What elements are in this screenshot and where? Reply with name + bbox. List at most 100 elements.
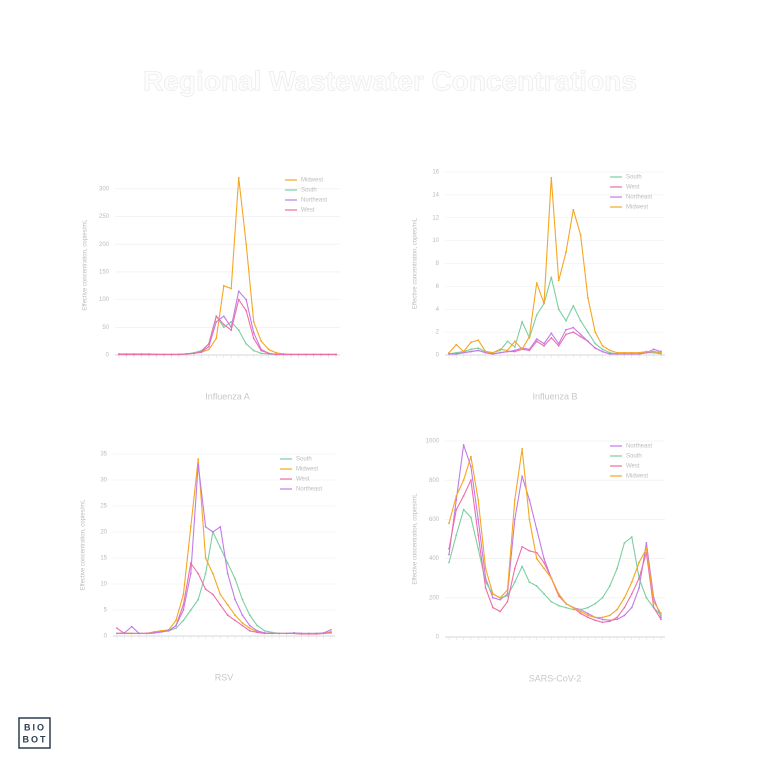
data-point [260, 340, 263, 343]
y-tick-label: 150 [99, 270, 110, 276]
y-tick-label: 400 [429, 556, 440, 562]
data-point [528, 335, 531, 338]
data-point [455, 352, 458, 355]
y-tick-label: 2 [436, 330, 440, 336]
data-point [226, 572, 229, 575]
data-point [484, 567, 487, 570]
data-point [528, 498, 531, 501]
data-point [601, 618, 604, 621]
data-point [335, 353, 337, 356]
data-point [543, 561, 545, 564]
legend-label: Midwest [296, 467, 318, 473]
data-point [470, 516, 472, 519]
data-point [252, 337, 255, 340]
data-point [499, 348, 502, 351]
data-point [275, 351, 278, 354]
y-tick-label: 15 [100, 556, 107, 562]
y-tick-label: 300 [99, 186, 110, 192]
data-point [237, 298, 240, 301]
chart-caption: RSV [215, 672, 234, 682]
legend-label: Midwest [626, 474, 648, 480]
y-tick-label: 50 [102, 325, 109, 331]
series-line [119, 290, 336, 355]
data-point [499, 598, 502, 601]
data-point [660, 614, 662, 617]
data-point [320, 353, 322, 356]
data-point [448, 561, 450, 564]
y-tick-label: 0 [106, 353, 110, 359]
data-point [638, 561, 640, 564]
data-point [230, 329, 233, 331]
data-point [528, 348, 531, 351]
data-point [499, 351, 502, 354]
data-point [222, 323, 225, 326]
data-point [623, 542, 626, 544]
data-point [462, 479, 465, 482]
series-line [448, 444, 662, 621]
y-tick-label: 20 [100, 530, 107, 536]
data-point [506, 600, 509, 603]
data-point [327, 353, 330, 356]
legend-label: Midwest [301, 178, 323, 184]
y-axis-label: Effective concentration, copies/mL [83, 219, 89, 311]
data-point [557, 594, 560, 597]
data-point [230, 287, 233, 290]
data-point [263, 631, 266, 634]
data-point [572, 326, 575, 329]
y-tick-label: 5 [104, 608, 108, 614]
y-tick-label: 30 [100, 478, 107, 484]
data-point [550, 332, 553, 335]
data-point [470, 479, 472, 482]
series-line [116, 464, 332, 634]
data-point [572, 304, 575, 307]
data-point [572, 331, 575, 334]
data-point [586, 614, 589, 617]
data-point [237, 176, 240, 179]
data-point [543, 342, 545, 345]
series-line [448, 177, 662, 354]
data-point [491, 351, 494, 354]
data-point [521, 348, 524, 351]
legend-label: West [296, 477, 310, 483]
data-point [470, 348, 472, 351]
data-point [506, 349, 509, 352]
data-point [175, 624, 177, 627]
data-point [116, 632, 118, 635]
data-point [260, 349, 263, 352]
data-point [278, 632, 281, 635]
data-point [630, 592, 633, 595]
data-point [477, 534, 480, 536]
y-tick-label: 1000 [426, 439, 440, 445]
data-point [484, 587, 487, 589]
y-tick-label: 10 [432, 238, 439, 244]
data-point [455, 343, 458, 346]
y-tick-label: 600 [429, 517, 440, 523]
data-point [586, 331, 589, 334]
data-point [535, 282, 538, 284]
data-point [207, 343, 210, 345]
data-point [470, 455, 472, 458]
data-point [608, 585, 611, 587]
data-point [652, 350, 655, 353]
data-point [550, 336, 553, 339]
page-title: Regional Wastewater Concentrations [143, 65, 637, 96]
data-point [237, 290, 240, 293]
data-point [226, 603, 229, 606]
y-tick-label: 250 [99, 214, 110, 220]
data-point [491, 596, 494, 599]
data-point [185, 352, 188, 355]
data-point [297, 353, 300, 356]
data-point [586, 340, 589, 343]
legend-label: South [626, 175, 642, 181]
data-point [535, 314, 538, 316]
data-point [285, 632, 288, 635]
data-point [222, 315, 225, 318]
data-point [455, 494, 458, 497]
data-point [252, 331, 255, 334]
legend-label: Midwest [626, 205, 648, 211]
data-point [219, 593, 222, 596]
data-point [550, 276, 553, 279]
data-point [528, 549, 531, 552]
legend-label: South [626, 454, 642, 460]
